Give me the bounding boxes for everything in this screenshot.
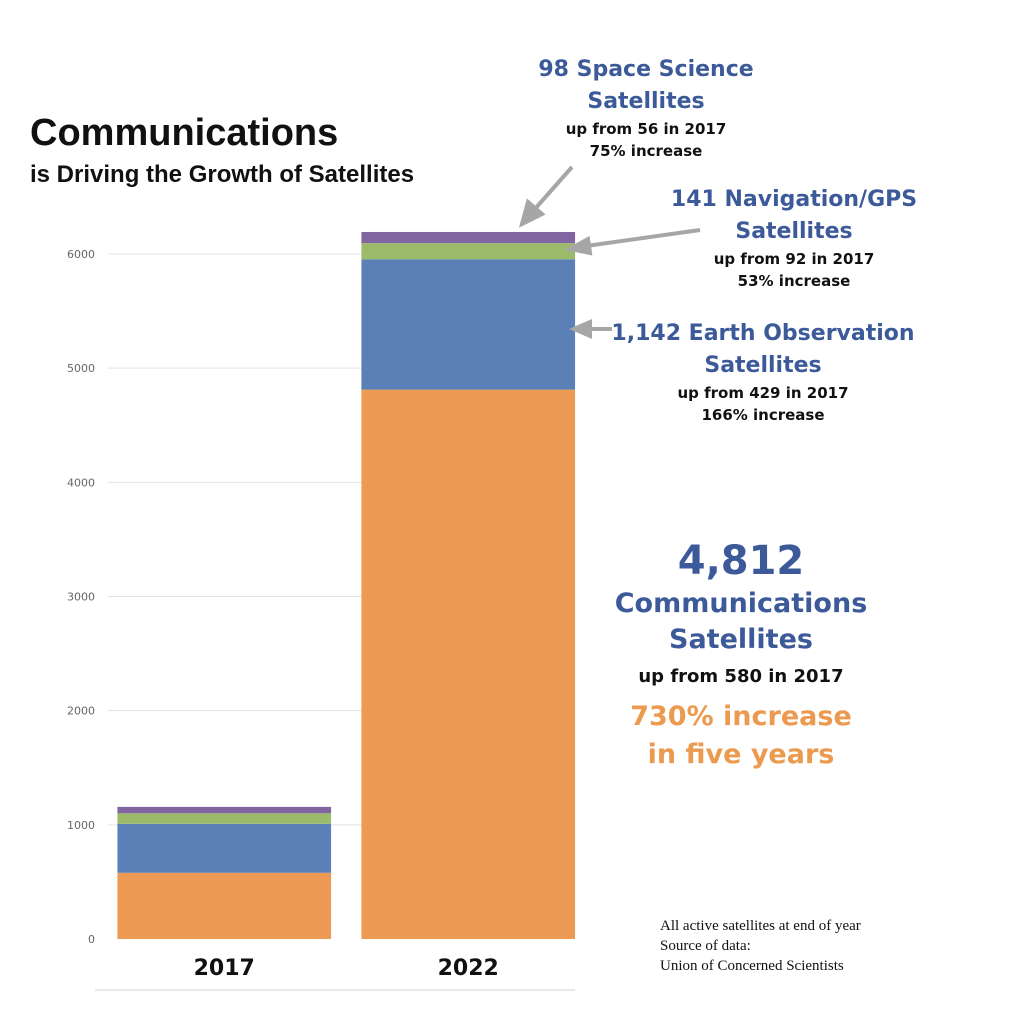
annotation-navigation: 141 Navigation/GPS Satellites up from 92… (668, 184, 920, 292)
earth-obs-head2: Satellites (704, 353, 822, 378)
communications-sub: up from 580 in 2017 (638, 666, 844, 687)
arrow-navigation (585, 228, 701, 248)
bar-2022-space-science (361, 231, 576, 244)
bar-2022-earth-observation (361, 259, 576, 390)
annotation-earth-observation: 1,142 Earth Observation Satellites up fr… (608, 318, 918, 426)
y-axis-ticks: 0 1000 2000 3000 4000 5000 6000 (67, 248, 95, 946)
navigation-sub1: up from 92 in 2017 (713, 250, 875, 268)
y-tick-6000: 6000 (67, 248, 95, 261)
y-tick-0: 0 (88, 933, 95, 946)
navigation-head1: 141 Navigation/GPS (670, 187, 918, 212)
annotation-space-science: 98 Space Science Satellites up from 56 i… (536, 54, 756, 162)
bars (117, 231, 576, 939)
annotation-communications: 4,812 Communications Satellites up from … (600, 536, 882, 774)
communications-head1: Communications (614, 588, 868, 619)
source-line2: Source of data: (660, 938, 751, 954)
communications-increase2: in five years (647, 739, 835, 770)
bar-2017-space-science (117, 806, 332, 814)
bar-2017-navigation-gps (117, 813, 332, 824)
space-science-head2: Satellites (587, 89, 705, 114)
y-tick-4000: 4000 (67, 476, 95, 489)
x-label-2022: 2022 (438, 956, 499, 981)
earth-obs-sub2: 166% increase (701, 406, 825, 424)
space-science-sub2: 75% increase (589, 142, 703, 160)
x-axis-labels: 2017 2022 (194, 956, 499, 981)
arrow-space-science (532, 165, 574, 212)
source-note: All active satellites at end of year Sou… (660, 916, 861, 976)
bar-2017-earth-observation (117, 823, 332, 873)
arrows (518, 165, 701, 340)
navigation-head2: Satellites (735, 219, 853, 244)
y-tick-3000: 3000 (67, 591, 95, 604)
y-tick-1000: 1000 (67, 819, 95, 832)
earth-obs-sub1: up from 429 in 2017 (677, 384, 849, 402)
x-label-2017: 2017 (194, 956, 255, 981)
source-line1: All active satellites at end of year (660, 918, 861, 934)
earth-obs-head1: 1,142 Earth Observation (611, 321, 915, 346)
communications-increase1: 730% increase (630, 701, 852, 732)
y-tick-2000: 2000 (67, 705, 95, 718)
arrow-earth-obs-head (569, 318, 592, 340)
communications-number: 4,812 (677, 538, 805, 584)
communications-head2: Satellites (669, 624, 813, 655)
chart-subtitle: is Driving the Growth of Satellites (30, 161, 415, 188)
bar-2017-communications (117, 872, 332, 939)
space-science-head1: 98 Space Science (538, 57, 754, 82)
chart-title: Communications (30, 112, 339, 154)
navigation-sub2: 53% increase (737, 272, 851, 290)
bar-2022-communications (361, 389, 576, 939)
bar-2022-navigation-gps (361, 243, 576, 260)
arrow-space-science-head (518, 198, 546, 228)
arrow-navigation-head (564, 235, 593, 256)
source-line3: Union of Concerned Scientists (660, 958, 844, 974)
y-tick-5000: 5000 (67, 362, 95, 375)
space-science-sub1: up from 56 in 2017 (565, 120, 727, 138)
